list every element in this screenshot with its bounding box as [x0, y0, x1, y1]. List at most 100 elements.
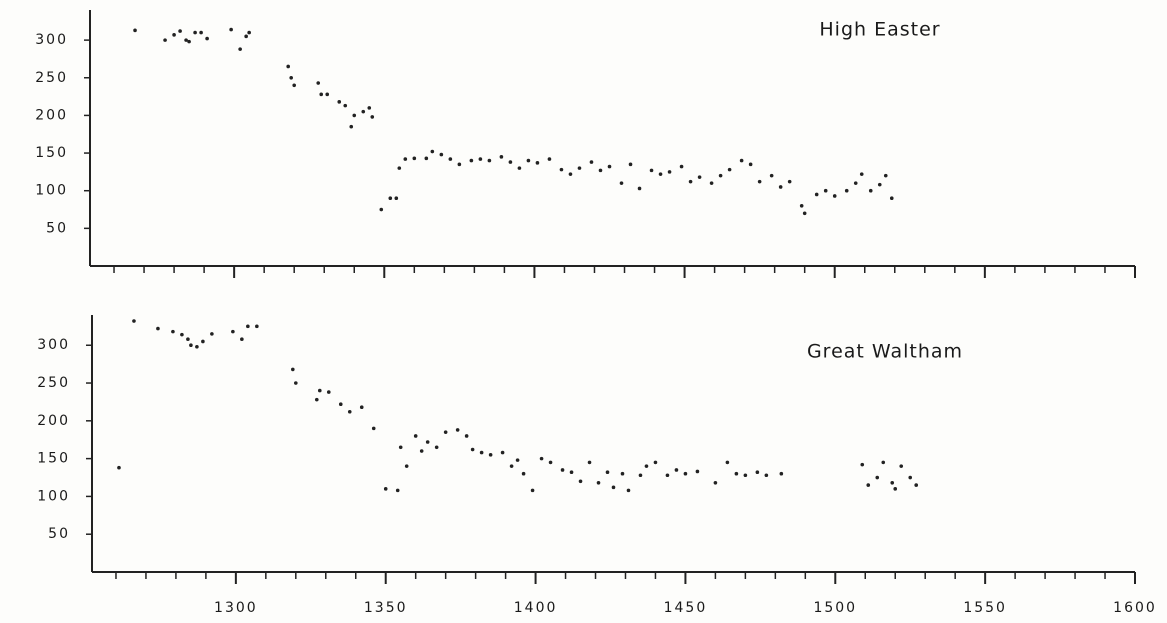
- point: [893, 487, 898, 491]
- y-tick-label: 150: [37, 451, 70, 467]
- point: [397, 166, 402, 170]
- point: [193, 30, 197, 35]
- point: [470, 447, 475, 452]
- point: [457, 162, 462, 167]
- point: [133, 28, 137, 33]
- point: [718, 173, 723, 178]
- point: [184, 38, 188, 42]
- point: [247, 30, 251, 35]
- point: [515, 458, 520, 462]
- point: [769, 173, 774, 178]
- point: [424, 156, 429, 161]
- point: [430, 149, 435, 154]
- point: [521, 471, 526, 476]
- point: [325, 92, 330, 97]
- point: [764, 473, 769, 478]
- point: [725, 460, 730, 465]
- x-tick-label: 1350: [364, 600, 408, 616]
- point: [229, 27, 233, 32]
- point: [509, 464, 514, 468]
- point: [674, 468, 679, 472]
- point: [289, 75, 293, 80]
- point: [231, 329, 235, 334]
- x-tick-label: 1550: [963, 600, 1007, 616]
- point: [455, 428, 460, 432]
- panel-title: High Easter: [819, 19, 940, 41]
- point: [195, 344, 199, 349]
- point: [292, 83, 296, 88]
- point: [866, 483, 871, 487]
- point: [171, 329, 175, 334]
- point: [665, 473, 670, 478]
- point: [488, 453, 493, 457]
- point: [649, 168, 654, 173]
- x-tick-label: 1450: [664, 600, 708, 616]
- point: [547, 157, 552, 161]
- point: [814, 192, 819, 197]
- y-tick-label: 100: [37, 488, 70, 504]
- point: [734, 471, 739, 476]
- x-tick-label: 1400: [514, 600, 558, 616]
- point: [607, 164, 612, 169]
- point: [620, 471, 625, 476]
- point: [379, 207, 384, 212]
- point: [653, 460, 658, 465]
- point: [326, 390, 331, 394]
- point: [778, 185, 783, 189]
- point: [802, 211, 807, 216]
- point: [361, 109, 366, 114]
- point: [434, 445, 439, 450]
- point: [508, 160, 513, 164]
- point: [412, 156, 417, 161]
- y-tick-label: 300: [35, 32, 68, 48]
- point: [205, 36, 209, 41]
- point: [156, 326, 160, 331]
- point: [605, 470, 610, 475]
- point: [890, 481, 895, 485]
- y-tick-label: 250: [37, 375, 70, 391]
- point: [338, 402, 343, 406]
- point: [500, 450, 505, 455]
- point: [199, 30, 203, 35]
- point: [868, 188, 873, 193]
- y-tick-label: 200: [37, 413, 70, 429]
- point: [914, 483, 919, 487]
- point: [559, 167, 564, 172]
- point: [560, 468, 565, 472]
- point: [186, 337, 190, 341]
- point: [163, 38, 167, 42]
- point: [517, 166, 522, 170]
- point: [240, 337, 244, 341]
- point: [859, 172, 864, 176]
- point: [398, 445, 403, 450]
- point: [799, 203, 804, 208]
- point: [526, 158, 531, 163]
- point: [404, 464, 409, 468]
- y-tick-label: 250: [35, 70, 68, 86]
- point: [443, 430, 448, 434]
- point: [337, 100, 342, 104]
- point: [367, 106, 372, 110]
- point: [577, 166, 582, 170]
- point: [755, 470, 760, 475]
- point: [479, 450, 484, 455]
- y-tick-label: 150: [35, 145, 68, 161]
- point: [286, 64, 290, 69]
- point: [688, 179, 693, 184]
- point: [535, 161, 540, 165]
- point: [343, 103, 348, 108]
- point: [448, 157, 453, 161]
- point: [359, 405, 364, 410]
- point: [748, 162, 753, 167]
- x-tick-label: 1500: [813, 600, 857, 616]
- point: [469, 158, 474, 163]
- y-tick-label: 300: [37, 337, 70, 353]
- point: [611, 485, 616, 490]
- point: [844, 188, 849, 193]
- point: [117, 465, 121, 470]
- point: [683, 471, 688, 476]
- point: [439, 152, 444, 157]
- point: [823, 188, 828, 193]
- point: [464, 434, 469, 438]
